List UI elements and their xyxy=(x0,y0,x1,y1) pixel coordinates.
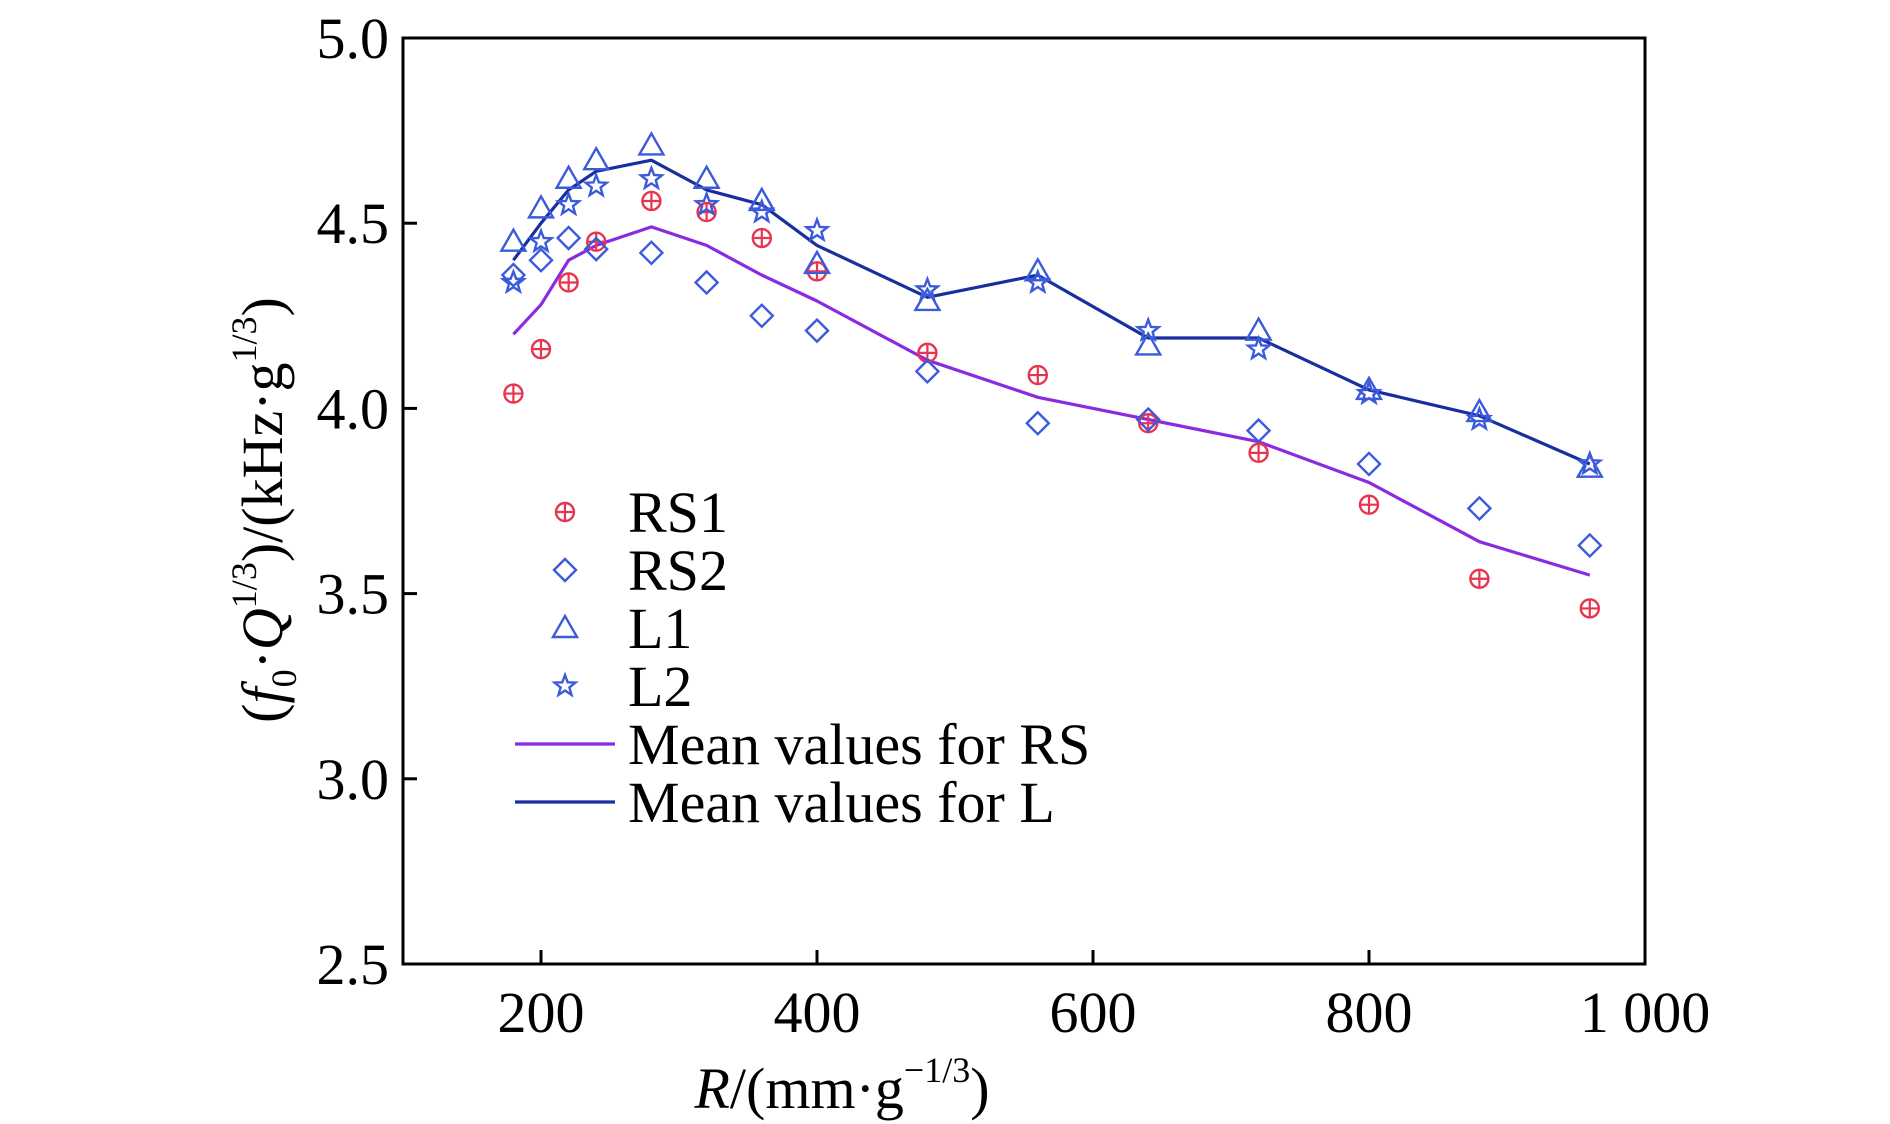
data-point xyxy=(582,171,610,198)
legend-marker xyxy=(552,557,578,583)
data-point xyxy=(1023,256,1052,282)
data-point xyxy=(558,272,579,293)
data-point xyxy=(1134,331,1163,356)
legend-marker xyxy=(550,613,580,639)
data-point xyxy=(1465,405,1494,432)
data-point xyxy=(1469,568,1490,589)
data-point xyxy=(582,145,611,171)
data-point xyxy=(1356,451,1382,477)
data-point xyxy=(804,317,830,344)
data-point xyxy=(747,197,776,224)
x-tick-label: 1 000 xyxy=(1580,980,1711,1045)
y-axis-title: (f0·Q1/3)/(kHz·g1/3) xyxy=(224,297,304,723)
data-point xyxy=(747,186,776,212)
data-point xyxy=(1134,316,1163,343)
data-point xyxy=(693,269,720,296)
data-point xyxy=(749,303,775,329)
data-point xyxy=(1025,410,1051,436)
series-layer xyxy=(499,130,1604,619)
plot-frame xyxy=(401,36,1647,966)
series-l2 xyxy=(499,164,1604,476)
data-point xyxy=(527,227,555,254)
plot-area xyxy=(401,36,1647,966)
legend-marker xyxy=(551,671,579,698)
data-point xyxy=(1024,268,1052,295)
legend-marker xyxy=(554,501,576,523)
data-point xyxy=(583,236,609,262)
series-line-2 xyxy=(512,158,1591,466)
data-point xyxy=(1579,598,1601,619)
series-line-1 xyxy=(512,225,1591,577)
data-point xyxy=(1466,495,1493,522)
series-rs1 xyxy=(503,190,1601,619)
data-point xyxy=(1465,397,1494,423)
data-point xyxy=(1244,334,1273,361)
data-point xyxy=(526,193,556,219)
data-point xyxy=(586,231,607,252)
y-tick-label: 3.5 xyxy=(317,562,390,627)
legend-label: RS1 xyxy=(628,480,728,545)
data-point xyxy=(499,227,528,252)
legend-label: L2 xyxy=(628,654,692,719)
series-l1 xyxy=(499,130,1604,478)
y-tick-label: 3.0 xyxy=(317,747,390,812)
data-point xyxy=(641,190,662,212)
y-tick-label: 4.5 xyxy=(317,191,390,256)
data-point xyxy=(503,383,524,404)
data-point xyxy=(1576,449,1604,476)
legend-label: L1 xyxy=(628,596,692,661)
x-tick-label: 800 xyxy=(1326,980,1413,1045)
legend-label: Mean values for RS xyxy=(628,712,1090,777)
data-point xyxy=(1245,417,1272,444)
legend-label: Mean values for L xyxy=(628,770,1055,835)
data-point xyxy=(554,164,583,189)
data-point xyxy=(530,338,552,360)
data-point xyxy=(802,249,832,275)
data-point xyxy=(1575,453,1604,478)
data-point xyxy=(637,164,666,191)
data-point xyxy=(528,247,554,273)
data-point xyxy=(1135,406,1161,433)
y-tick-label: 2.5 xyxy=(317,932,390,997)
data-point xyxy=(913,275,942,302)
x-axis-title: R/(mm·g−1/3) xyxy=(693,1050,989,1121)
x-tick-label: 400 xyxy=(774,980,861,1045)
data-point xyxy=(638,240,665,266)
data-point xyxy=(555,225,582,251)
legend-label: RS2 xyxy=(628,538,728,603)
axis-ticks: 200 400 600 800 1 000 2.5 3.0 3.5 4.0 4.5 5.0 xyxy=(317,6,1711,1045)
data-point xyxy=(637,130,666,156)
data-point xyxy=(692,164,721,189)
data-point xyxy=(1355,379,1383,406)
y-tick-label: 5.0 xyxy=(317,6,390,71)
x-tick-label: 200 xyxy=(498,980,585,1045)
data-point xyxy=(914,358,941,385)
y-tick-label: 4.0 xyxy=(317,376,390,441)
data-point xyxy=(499,268,528,295)
data-point xyxy=(1358,494,1380,515)
data-point xyxy=(1577,532,1603,559)
data-point xyxy=(751,227,772,249)
x-tick-label: 600 xyxy=(1050,980,1137,1045)
data-point xyxy=(1248,442,1269,464)
data-point xyxy=(1027,364,1049,386)
data-point xyxy=(554,190,583,217)
data-point xyxy=(806,261,828,282)
data-point xyxy=(692,190,721,217)
data-point xyxy=(803,216,831,243)
